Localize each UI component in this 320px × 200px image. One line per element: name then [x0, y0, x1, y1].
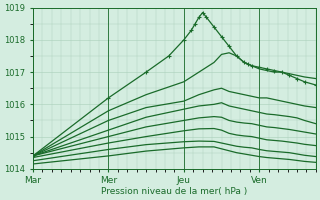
X-axis label: Pression niveau de la mer( hPa ): Pression niveau de la mer( hPa ) — [101, 187, 247, 196]
